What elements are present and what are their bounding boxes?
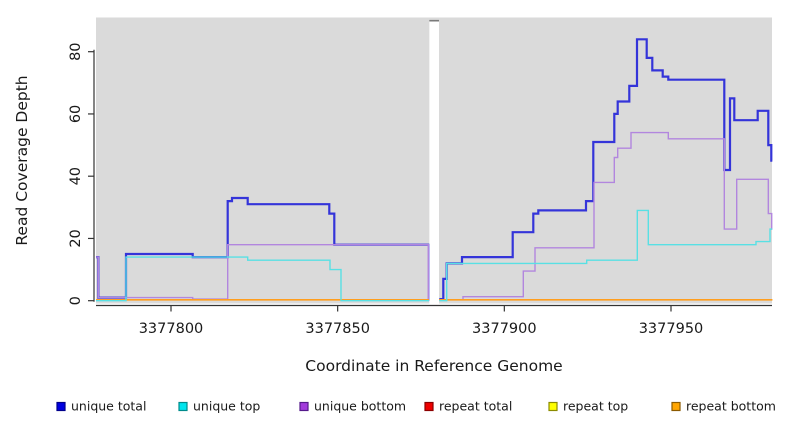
series-unique-bottom: [439, 131, 773, 301]
y-tick-label: 80: [68, 42, 84, 60]
series-unique-total: [439, 38, 773, 301]
legend-swatch-unique-total: [56, 401, 66, 412]
y-axis-title: Read Coverage Depth: [13, 75, 31, 245]
series-unique-top: [96, 256, 429, 302]
legend-label-repeat-total: repeat total: [439, 399, 512, 414]
x-axis-title: Coordinate in Reference Genome: [305, 357, 562, 375]
x-tick-label: 3377900: [472, 321, 537, 337]
masked-gap-region: [429, 21, 439, 304]
x-tick-label: 3377950: [639, 321, 704, 337]
legend-swatch-unique-bottom: [299, 401, 309, 412]
y-tick-label: 60: [68, 105, 84, 123]
legend-label-repeat-top: repeat top: [563, 399, 628, 414]
x-tick-label: 3377800: [139, 321, 204, 337]
y-tick-label: 0: [68, 296, 84, 305]
y-tick-label: 40: [68, 167, 84, 185]
series-unique-top: [439, 209, 773, 302]
legend-label-unique-top: unique top: [193, 399, 260, 414]
legend-label-unique-bottom: unique bottom: [314, 399, 406, 414]
x-tick-label: 3377850: [305, 321, 370, 337]
legend-swatch-repeat-top: [548, 401, 558, 412]
legend-swatch-unique-top: [178, 401, 188, 412]
y-tick-label: 20: [68, 229, 84, 247]
legend-swatch-repeat-bottom: [671, 401, 681, 412]
legend-swatch-repeat-total: [424, 401, 434, 412]
legend-label-unique-total: unique total: [71, 399, 146, 414]
legend-label-repeat-bottom: repeat bottom: [686, 399, 776, 414]
